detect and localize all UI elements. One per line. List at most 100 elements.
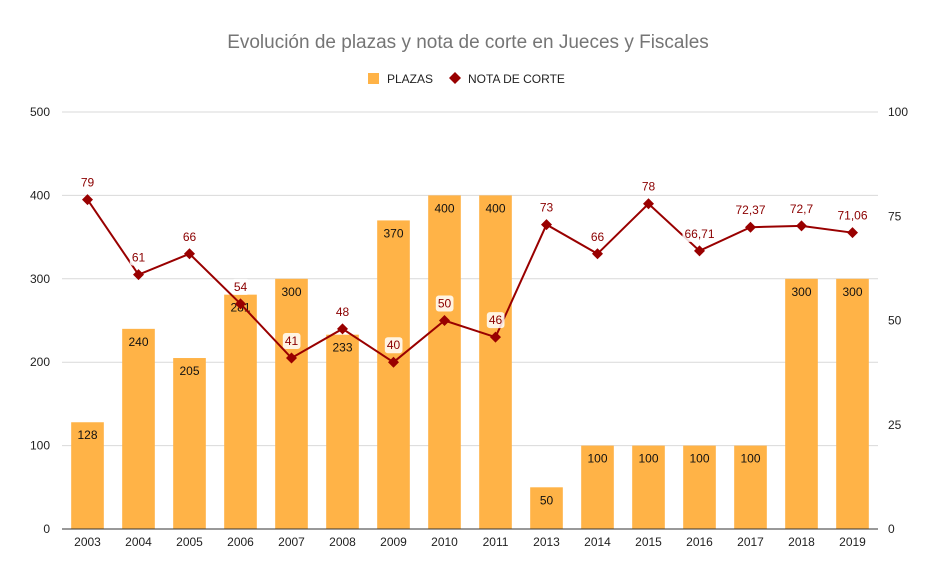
point-nota-de-corte-2004 xyxy=(133,269,144,281)
point-nota-de-corte-2009 xyxy=(388,356,399,368)
bar-plazas-2013 xyxy=(530,487,563,529)
bar-plazas-2006 xyxy=(224,294,257,529)
legend-swatch-plazas xyxy=(368,73,379,84)
x-tick-label-2017: 2017 xyxy=(737,535,764,549)
point-label-nota-de-corte-2015: 78 xyxy=(642,180,656,194)
y-left-tick-label: 200 xyxy=(30,355,50,369)
point-label-nota-de-corte-2014: 66 xyxy=(591,230,605,244)
x-tick-label-2005: 2005 xyxy=(176,535,203,549)
bar-label-plazas-2010: 400 xyxy=(434,201,454,215)
bar-plazas-2014 xyxy=(581,445,614,529)
x-tick-label-2016: 2016 xyxy=(686,535,713,549)
chart-title: Evolución de plazas y nota de corte en J… xyxy=(227,32,709,53)
bar-series-plazas xyxy=(71,195,869,530)
y-right-tick-label: 50 xyxy=(888,314,902,328)
x-tick-label-2009: 2009 xyxy=(380,535,407,549)
point-nota-de-corte-2014 xyxy=(592,248,603,260)
bar-plazas-2005 xyxy=(173,358,206,529)
y-axis-left: 0 100 200 300 400 500 xyxy=(30,105,50,536)
x-tick-label-2013: 2013 xyxy=(533,535,560,549)
point-label-nota-de-corte-2019: 71,06 xyxy=(837,209,867,223)
y-right-tick-label: 25 xyxy=(888,418,902,432)
bar-plazas-2009 xyxy=(377,220,410,530)
bar-plazas-2015 xyxy=(632,445,665,529)
bar-label-plazas-2011: 400 xyxy=(485,201,505,215)
bar-label-plazas-2014: 100 xyxy=(587,452,607,466)
y-right-tick-label: 100 xyxy=(888,105,908,119)
point-label-bg-2010 xyxy=(435,295,454,312)
y-right-tick-label: 0 xyxy=(888,522,895,536)
point-label-bg-2004 xyxy=(129,249,148,266)
x-tick-label-2003: 2003 xyxy=(74,535,101,549)
point-label-bg-2008 xyxy=(333,303,352,320)
bar-plazas-2019 xyxy=(836,278,869,529)
y-left-tick-label: 500 xyxy=(30,105,50,119)
legend: PLAZAS NOTA DE CORTE xyxy=(368,72,565,86)
point-label-bg-2006 xyxy=(231,278,250,295)
y-right-tick-label: 75 xyxy=(888,209,902,223)
bar-label-plazas-2013: 50 xyxy=(540,493,554,507)
bar-label-plazas-2007: 300 xyxy=(281,285,301,299)
point-label-nota-de-corte-2010: 50 xyxy=(438,297,452,311)
legend-marker-nota-de-corte xyxy=(449,72,461,84)
x-tick-label-2015: 2015 xyxy=(635,535,662,549)
point-label-nota-de-corte-2007: 41 xyxy=(285,334,299,348)
y-left-tick-label: 0 xyxy=(43,522,50,536)
point-labels: 79 61 66 54 41 48 40 50 46 73 66 78 66,71 72,37 72,7 71… xyxy=(78,174,870,354)
x-tick-label-2004: 2004 xyxy=(125,535,152,549)
x-tick-label-2008: 2008 xyxy=(329,535,356,549)
legend-label-nota-de-corte: NOTA DE CORTE xyxy=(468,72,565,86)
point-nota-de-corte-2017 xyxy=(745,221,756,233)
bar-label-plazas-2004: 240 xyxy=(128,335,148,349)
point-nota-de-corte-2007 xyxy=(286,352,297,364)
bar-plazas-2017 xyxy=(734,445,767,529)
point-nota-de-corte-2008 xyxy=(337,323,348,335)
point-label-nota-de-corte-2005: 66 xyxy=(183,230,197,244)
x-tick-label-2007: 2007 xyxy=(278,535,305,549)
bar-label-plazas-2019: 300 xyxy=(842,285,862,299)
bar-plazas-2007 xyxy=(275,278,308,529)
point-label-nota-de-corte-2004: 61 xyxy=(132,251,146,265)
point-nota-de-corte-2006 xyxy=(235,298,246,310)
y-left-tick-label: 400 xyxy=(30,188,50,202)
point-label-bg-2009 xyxy=(384,337,403,354)
point-label-bg-2007 xyxy=(282,333,301,350)
point-nota-de-corte-2003 xyxy=(82,194,93,206)
bar-label-plazas-2017: 100 xyxy=(740,452,760,466)
point-label-nota-de-corte-2017: 72,37 xyxy=(735,203,765,217)
point-label-bg-2016 xyxy=(682,225,717,242)
point-label-bg-2017 xyxy=(733,202,768,219)
point-label-bg-2005 xyxy=(180,228,199,245)
point-nota-de-corte-2011 xyxy=(490,331,501,343)
point-label-nota-de-corte-2013: 73 xyxy=(540,201,554,215)
x-tick-label-2018: 2018 xyxy=(788,535,815,549)
bar-labels: 1282402052813002333704004005010010010010… xyxy=(77,201,862,507)
point-nota-de-corte-2013 xyxy=(541,219,552,231)
line-nota-de-corte xyxy=(86,199,853,364)
point-label-bg-2015 xyxy=(639,178,658,195)
x-tick-label-2014: 2014 xyxy=(584,535,611,549)
legend-label-plazas: PLAZAS xyxy=(387,72,433,86)
point-label-nota-de-corte-2018: 72,7 xyxy=(790,202,814,216)
point-label-nota-de-corte-2006: 54 xyxy=(234,280,248,294)
point-label-nota-de-corte-2009: 40 xyxy=(387,338,401,352)
point-label-bg-2003 xyxy=(78,174,97,191)
point-label-nota-de-corte-2003: 79 xyxy=(81,176,95,190)
point-nota-de-corte-2016 xyxy=(694,245,705,257)
bar-plazas-2011 xyxy=(479,195,512,529)
point-label-bg-2019 xyxy=(835,207,870,224)
bar-plazas-2003 xyxy=(71,422,104,529)
bar-label-plazas-2016: 100 xyxy=(689,452,709,466)
x-tick-label-2010: 2010 xyxy=(431,535,458,549)
bar-label-plazas-2018: 300 xyxy=(791,285,811,299)
point-label-nota-de-corte-2008: 48 xyxy=(336,305,350,319)
bar-plazas-2008 xyxy=(326,334,359,529)
bar-label-plazas-2008: 233 xyxy=(332,341,352,355)
bar-plazas-2016 xyxy=(683,445,716,529)
point-nota-de-corte-2005 xyxy=(184,248,195,260)
x-tick-label-2006: 2006 xyxy=(227,535,254,549)
bar-plazas-2004 xyxy=(122,328,155,529)
point-label-bg-2011 xyxy=(486,312,505,329)
point-nota-de-corte-2015 xyxy=(643,198,654,210)
